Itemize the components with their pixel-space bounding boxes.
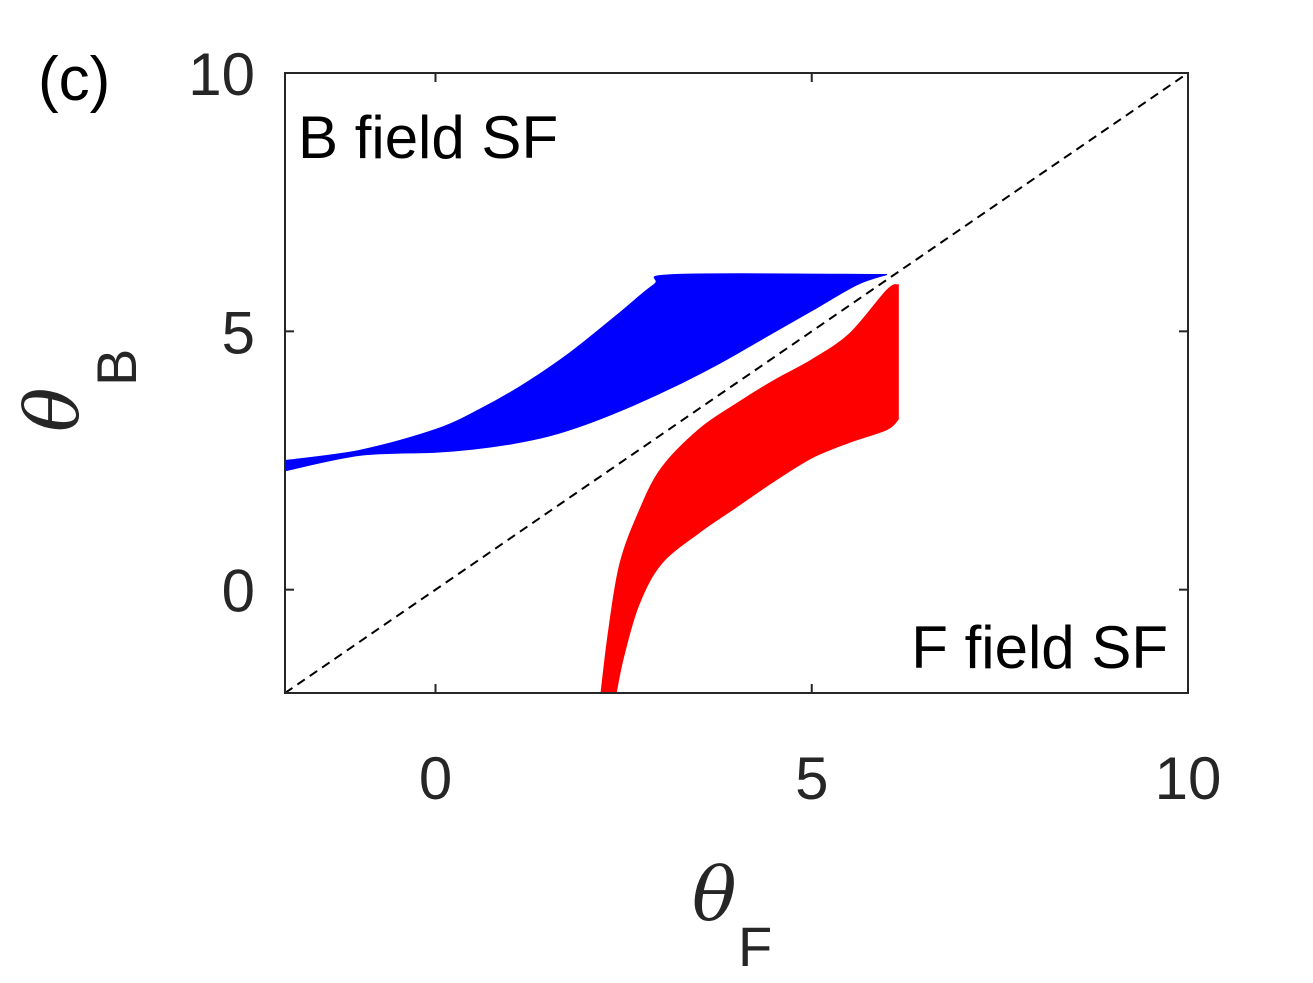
x-axis-label: θ F [692,852,772,978]
y-axis-label-subscript: B [85,349,148,386]
y-tick-label: 5 [222,299,255,366]
area-series-group [285,273,899,693]
area-series-2 [600,284,899,693]
annotation-f-field-sf: F field SF [911,614,1168,681]
y-tick-label: 10 [188,41,255,108]
panel-label: (c) [38,45,110,114]
annotation-b-field-sf: B field SF [298,104,558,171]
x-axis-label-subscript: F [738,915,772,978]
y-axis-label-symbol: θ [10,387,96,432]
reference-diagonal-line [284,72,1189,694]
x-tick-label: 10 [1155,745,1222,812]
y-axis-label: θ B [10,349,148,432]
x-tick-label: 0 [419,745,452,812]
y-tick-label: 0 [222,558,255,625]
plot-frame [284,72,1189,694]
ticks-group [285,72,1189,693]
area-series-1 [285,273,888,472]
reference-line-group [284,72,1189,694]
x-tick-label: 5 [795,745,828,812]
x-axis-label-symbol: θ [692,852,737,938]
tick-labels-group: 0 5 10 0 5 10 [188,41,1221,812]
